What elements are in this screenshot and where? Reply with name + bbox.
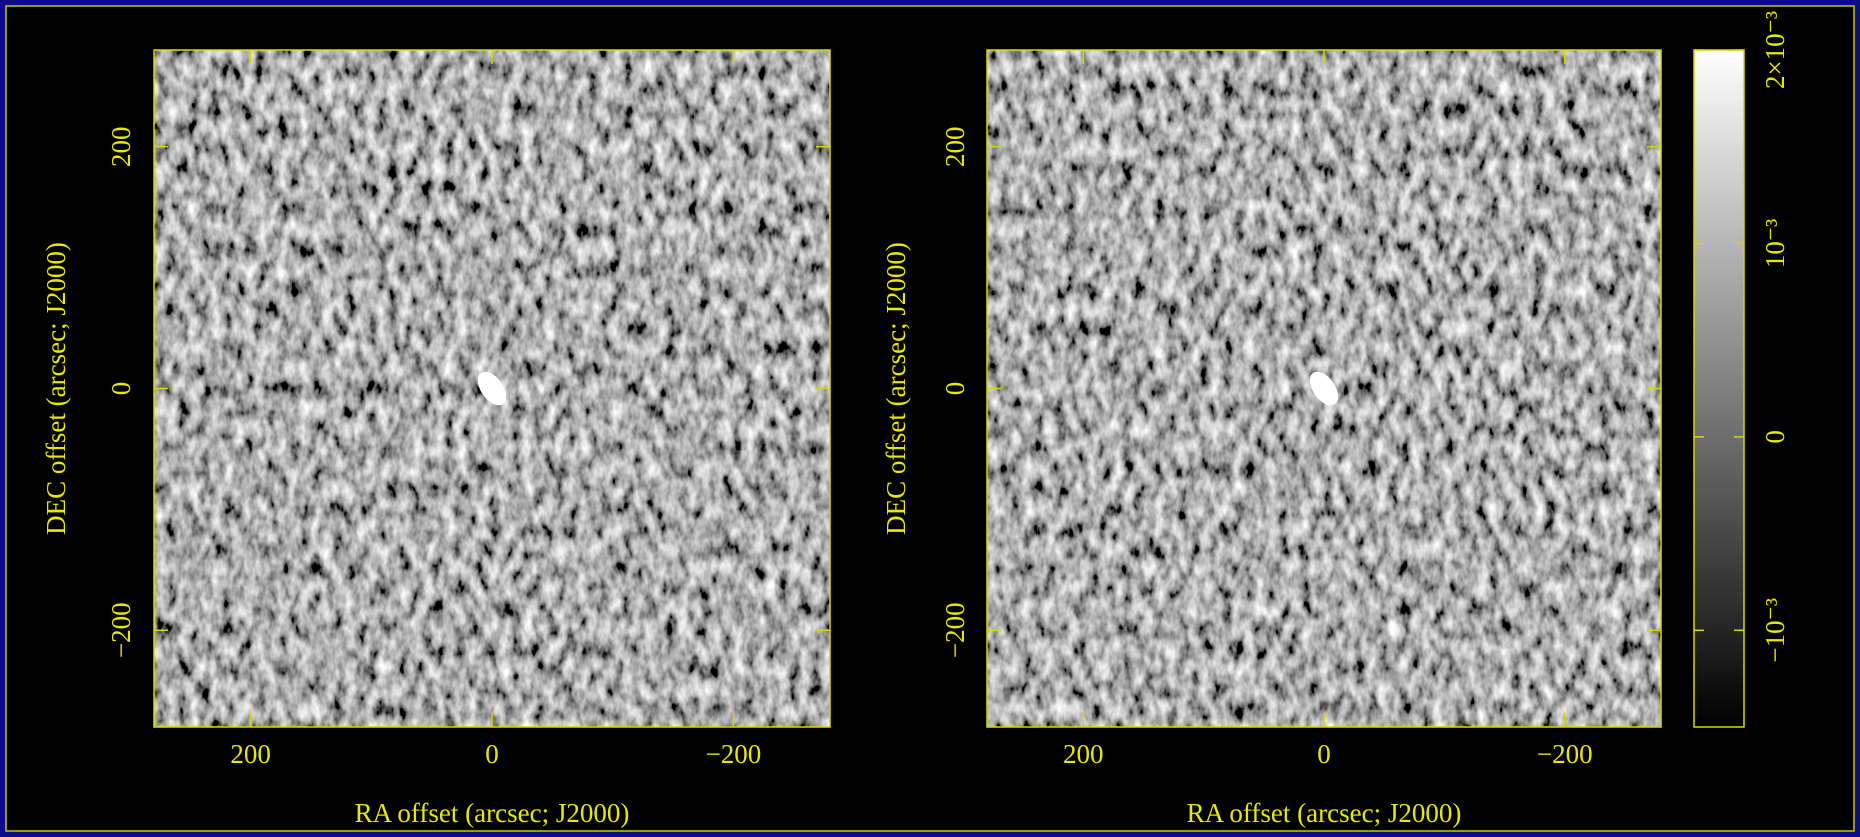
y-tick-label: 200 (940, 126, 970, 167)
y-axis-label: DEC offset (arcsec; J2000) (881, 242, 911, 535)
y-tick-label: 200 (106, 126, 136, 167)
x-tick-label: −200 (1537, 739, 1593, 769)
y-tick-label: −200 (940, 602, 970, 658)
colorbar-tick-label: 2×10⁻³ (1760, 11, 1790, 89)
x-tick-label: 0 (1317, 739, 1331, 769)
x-tick-label: 200 (1063, 739, 1104, 769)
x-tick-label: 0 (485, 739, 499, 769)
x-axis-label: RA offset (arcsec; J2000) (355, 798, 630, 828)
colorbar-tick-label: 0 (1760, 430, 1790, 444)
y-tick-label: −200 (106, 602, 136, 658)
x-tick-label: 200 (230, 739, 271, 769)
colorbar (1694, 50, 1744, 727)
colorbar-tick-label: −10⁻³ (1760, 598, 1790, 663)
x-axis-label: RA offset (arcsec; J2000) (1187, 798, 1462, 828)
screen: 200 0 −200 −200 0 200 RA offset (arcsec; J2000… (0, 0, 1860, 837)
y-tick-label: 0 (940, 382, 970, 396)
y-axis-label: DEC offset (arcsec; J2000) (41, 242, 71, 535)
colorbar-tick-label: 10⁻³ (1760, 219, 1790, 268)
x-tick-label: −200 (706, 739, 762, 769)
y-tick-label: 0 (106, 382, 136, 396)
